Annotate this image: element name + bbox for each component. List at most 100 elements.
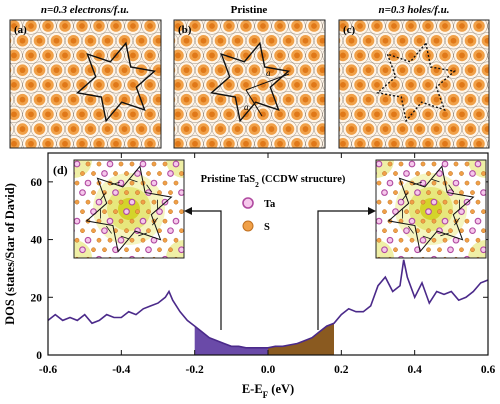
lattice-c-atom-core <box>348 37 355 44</box>
lattice-a-atom-core <box>104 96 111 103</box>
lattice-b-atom-core <box>209 52 215 59</box>
lattice-b-atom-core <box>285 37 292 44</box>
lattice-b-atom-core <box>183 96 190 103</box>
lattice-b-atom-core <box>311 140 317 147</box>
lattice-b-atom-core <box>218 8 224 14</box>
inset-right-ta-atom <box>463 255 471 258</box>
lattice-a-atom-core <box>3 126 9 132</box>
lattice-b-atom-core <box>217 67 224 74</box>
inset-left-s-atom <box>74 237 80 243</box>
lattice-a-atom <box>0 20 3 32</box>
lattice-a-atom-core <box>70 67 77 74</box>
inset-right-s-atom <box>420 199 426 205</box>
lattice-c-atom-core <box>391 52 397 59</box>
lattice-a-atom-core <box>164 141 170 147</box>
inset-left-ta-atom <box>84 179 92 187</box>
inset-right-s-atom <box>382 228 387 234</box>
lattice-b-atom-core <box>311 111 317 118</box>
lattice-b-atom-core <box>243 140 249 147</box>
lattice-c-atom <box>329 5 341 17</box>
lattice-a-ring <box>10 121 15 137</box>
legend-label-ta: Ta <box>264 199 276 210</box>
lattice-a-atom <box>170 5 182 17</box>
lattice-a-atom <box>17 5 29 17</box>
inset-left-s-atom <box>113 171 118 176</box>
lattice-c-atom-core <box>408 23 414 29</box>
lattice-c-atom <box>490 109 500 121</box>
lattice-a-atom-core <box>28 23 34 29</box>
inset-right-s-atom <box>366 181 370 185</box>
lattice-b-atom <box>215 153 227 165</box>
lattice-c-atom <box>490 50 500 62</box>
lattice-a-atom-core <box>28 81 34 88</box>
inset-right-s-atom <box>376 237 382 243</box>
inset-right-s-atom <box>371 248 375 252</box>
lattice-b-atom-core <box>311 23 317 29</box>
lattice-a-atom <box>0 50 3 62</box>
lattice-a-atom-core <box>54 156 60 162</box>
inset-left-s-atom <box>179 267 183 271</box>
lattice-c-atom <box>363 5 375 17</box>
lattice-c-atom-core <box>425 111 431 118</box>
inset-right-s-atom <box>470 267 474 271</box>
inset-right-ta-atom <box>441 160 449 168</box>
lattice-a-ring <box>150 3 167 20</box>
lattice-b-ring <box>322 20 325 33</box>
lattice-b-atom-core <box>285 126 292 132</box>
lattice-a-atom-core <box>113 23 119 29</box>
lattice-c-atom-core <box>484 96 489 103</box>
inset-left-star <box>85 165 173 253</box>
inset-right-s-atom <box>448 228 453 234</box>
lattice-c-atom-core <box>391 111 397 118</box>
lattice-c-atom-core <box>476 23 482 29</box>
inset-left-displacement-arrow <box>146 184 153 193</box>
inset-right-s-atom <box>366 162 370 166</box>
inset-right-s-atom <box>437 267 441 271</box>
inset-left-s-atom <box>135 247 140 253</box>
inset-left-s-atom <box>91 228 96 234</box>
lattice-b-atom <box>266 153 278 165</box>
lattice-c-atom-core <box>433 67 440 74</box>
lattice-a-ring <box>158 49 161 62</box>
lattice-a-atom-core <box>45 81 51 88</box>
inset-left-s-atom <box>129 180 135 186</box>
lattice-c-atom <box>346 5 358 17</box>
inset-right-s-atom <box>420 218 426 224</box>
lattice-a-ring <box>14 3 31 20</box>
lattice-b-atom <box>283 153 295 165</box>
inset-right-s-atom <box>415 209 420 214</box>
inset-right-s-atom <box>431 237 437 243</box>
inset-left-ta-atom <box>63 256 69 262</box>
inset-right-ta-atom <box>386 236 394 244</box>
inset-right-s-atom <box>387 199 393 205</box>
lattice-a-atom-core <box>62 81 68 88</box>
lattice-b-atom-core <box>277 23 283 29</box>
lattice-a-atom-core <box>130 81 136 88</box>
inset-left-ta-atom <box>178 246 184 254</box>
lattice-c-atom-core <box>408 140 414 147</box>
inset-left-s-atom <box>173 199 179 205</box>
lattice-a-ring <box>14 150 31 167</box>
lattice-b-atom-core <box>260 23 266 29</box>
inset-right-s-atom <box>481 171 486 176</box>
lattice-a-atom <box>161 50 173 62</box>
lattice-b-atom-core <box>192 81 198 88</box>
lattice-c-atom-core <box>399 126 406 132</box>
inset-right-s-atom <box>415 267 419 271</box>
lattice-c-atom-core <box>332 126 338 132</box>
inset-left-ta-atom <box>167 170 174 177</box>
inset-left-s-atom <box>129 161 135 167</box>
inset-right-ta-atom <box>414 189 421 196</box>
lattice-a-atom-core <box>11 111 17 118</box>
x-axis-label: E-EF (eV) <box>242 382 294 400</box>
inset-right-displacement-arrow <box>430 178 440 183</box>
lattice-b-atom-core <box>167 8 173 14</box>
panel-a-label: (a) <box>14 24 27 36</box>
lattice-a-atom-core <box>28 140 34 147</box>
inset-right-displacement-arrow <box>402 192 409 201</box>
lattice-b-atom-core <box>226 23 232 29</box>
lattice-b-atom-core <box>269 156 275 162</box>
inset-left-s-atom <box>173 237 179 243</box>
legend-marker-s <box>242 220 254 232</box>
inset-right-ta-atom <box>381 189 388 196</box>
